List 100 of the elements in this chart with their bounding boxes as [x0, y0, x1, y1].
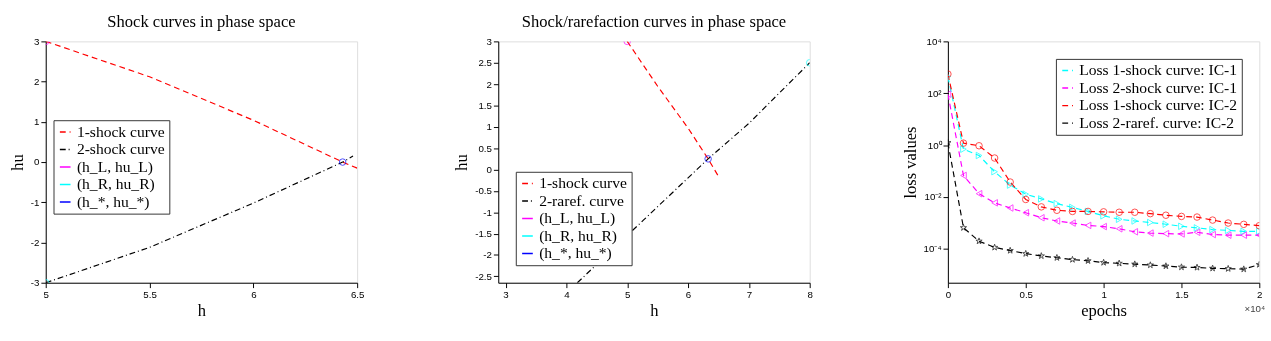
point [1193, 224, 1201, 232]
point [1209, 225, 1216, 234]
point [1209, 264, 1217, 272]
legend-label: Loss 1-shock curve: IC-1 [1079, 61, 1238, 79]
point [1208, 216, 1217, 224]
legend-label: (h_*, hu_*) [539, 244, 612, 263]
x-tick-label: 5 [625, 288, 631, 300]
legend-label: (h_R, hu_R) [539, 226, 617, 245]
point [1193, 213, 1201, 221]
y-tick-label: 1.5 [478, 99, 492, 111]
point [991, 243, 999, 251]
point [959, 223, 968, 231]
y-tick-label: 10⁻² [924, 191, 943, 203]
chart-title: Shock curves in phase space [107, 11, 296, 31]
legend-label: 1-shock curve [76, 122, 165, 140]
point [1037, 203, 1046, 211]
legend-label: 2-raref. curve [539, 191, 624, 209]
point [1209, 230, 1216, 239]
legend-label: 2-shock curve [76, 140, 165, 158]
y-tick-label: 2.5 [478, 57, 492, 69]
y-tick-label: 1 [486, 121, 492, 133]
point [1100, 222, 1107, 231]
point [1038, 195, 1045, 203]
x-tick-label: 6 [685, 288, 692, 300]
point [1022, 249, 1030, 257]
y-tick-label: -1 [483, 206, 492, 218]
point [1240, 227, 1248, 236]
y-tick-label: 0 [34, 156, 41, 168]
point [975, 237, 983, 245]
y-tick-label: -0.5 [475, 185, 492, 197]
y-tick-label: 10² [927, 87, 943, 99]
legend-label: Loss 2-raref. curve: IC-2 [1079, 114, 1234, 131]
y-tick-label: 10⁻⁴ [923, 243, 942, 255]
point [1006, 246, 1014, 254]
x-tick-label: 0 [945, 288, 952, 300]
point [704, 155, 712, 163]
point [1100, 212, 1107, 220]
point [1240, 231, 1248, 239]
point [990, 154, 999, 162]
x-tick-label: 6.5 [350, 288, 365, 300]
point [975, 189, 983, 198]
point [1146, 261, 1154, 269]
point [1115, 259, 1123, 267]
y-axis-title: loss values [900, 126, 920, 199]
point [1193, 263, 1201, 271]
point [975, 142, 983, 150]
point [1115, 215, 1123, 223]
point [1053, 206, 1061, 215]
point [1146, 209, 1155, 218]
y-tick-label: 0.5 [478, 142, 492, 154]
point [1038, 213, 1045, 222]
point [45, 279, 50, 283]
point [1069, 203, 1076, 212]
chart-title: Shock/rarefaction curves in phase space [521, 11, 787, 31]
y-tick-label: 2 [34, 76, 40, 88]
point [1115, 225, 1123, 233]
point [1022, 190, 1030, 198]
y-tick-label: -2.5 [475, 270, 492, 282]
point [1115, 208, 1123, 217]
point [1177, 212, 1186, 221]
x-tick-label: 5.5 [143, 288, 157, 300]
x-tick-label: 5 [43, 288, 49, 300]
y-tick-label: -2 [30, 236, 40, 248]
legend-label: (h_L, hu_L) [539, 209, 616, 228]
point [1162, 262, 1170, 270]
point [1084, 221, 1092, 230]
y-tick-label: -1.5 [475, 228, 492, 240]
y-tick-label: 0 [486, 163, 493, 175]
point [1068, 255, 1077, 263]
point [1099, 208, 1108, 216]
x-tick-label: 1 [1101, 288, 1107, 300]
point [1224, 231, 1232, 239]
point [1131, 217, 1139, 225]
x-tick-label: 0.5 [1019, 288, 1033, 300]
point [1053, 199, 1061, 208]
point [338, 158, 347, 166]
point [1100, 258, 1108, 266]
point [1178, 230, 1185, 238]
point [1147, 218, 1154, 227]
x-tick-label: 1.5 [1175, 288, 1189, 300]
point [1053, 253, 1061, 261]
y-tick-label: 10⁴ [926, 35, 942, 47]
point [1131, 260, 1139, 268]
point [1178, 222, 1185, 231]
point [1022, 195, 1030, 204]
point [960, 171, 967, 180]
legend-label: (h_L, hu_L) [76, 157, 153, 176]
y-tick-label: -2 [483, 249, 492, 261]
point [45, 41, 50, 46]
point [1022, 208, 1030, 217]
legend-label: Loss 2-shock curve: IC-1 [1079, 78, 1238, 96]
x-axis-title: h [197, 301, 207, 321]
point [1053, 217, 1061, 225]
legend-label: Loss 1-shock curve: IC-2 [1079, 96, 1238, 114]
point [1068, 207, 1077, 216]
x-axis-title: epochs [1081, 301, 1128, 321]
point [1037, 252, 1045, 260]
y-tick-label: 1 [34, 116, 40, 128]
point [975, 151, 983, 160]
point [1224, 219, 1232, 227]
